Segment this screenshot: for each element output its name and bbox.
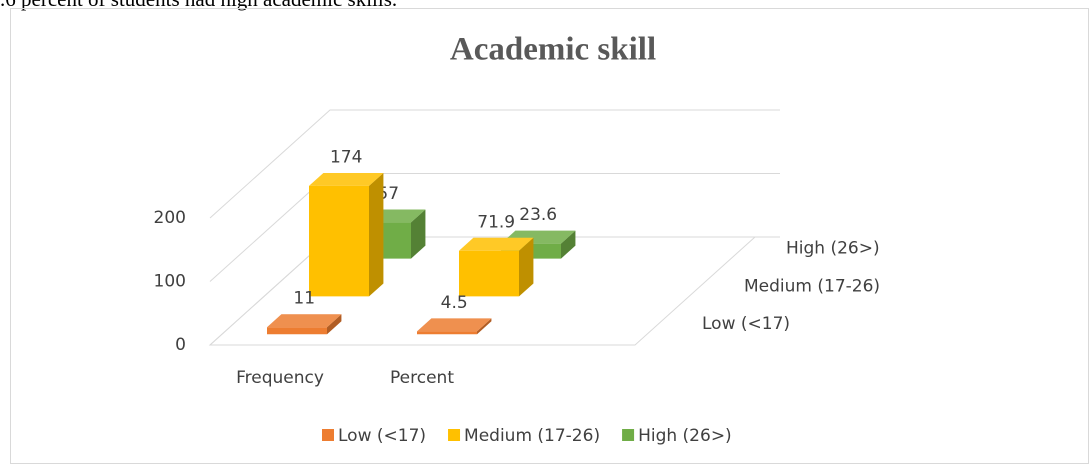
bar (417, 318, 492, 335)
bar-front (309, 185, 369, 297)
y-tick-label: 200 (154, 208, 186, 228)
y-tick-label: 100 (154, 272, 186, 292)
bar-top (309, 172, 384, 186)
legend-swatch (622, 429, 635, 441)
bar (309, 172, 384, 297)
bar-side-shade (519, 237, 534, 297)
legend-label: Low (<17) (338, 426, 426, 446)
bar-top-shade (417, 318, 492, 332)
data-label: 4.5 (441, 293, 468, 313)
bar-side (519, 237, 534, 297)
depth-label: Low (<17) (702, 314, 790, 334)
bar-top-shade (309, 172, 384, 186)
bar-top (459, 237, 534, 251)
legend-label: High (26>) (638, 426, 732, 446)
data-label: 23.6 (519, 205, 557, 225)
bar-side (369, 172, 384, 297)
legend-label: Medium (17-26) (464, 426, 600, 446)
depth-label: High (26>) (786, 239, 880, 259)
bar-side (411, 209, 426, 259)
bar-front (267, 327, 327, 335)
bar-front (459, 250, 519, 297)
body-text: .6 percent of students had high academic… (0, 0, 397, 12)
y-tick-label: 0 (175, 335, 186, 355)
data-label: 174 (330, 147, 362, 167)
bar-side (477, 318, 492, 335)
bar-side-shade (411, 209, 426, 259)
bar (267, 314, 342, 335)
bar-top (417, 318, 492, 332)
bar-side-shade (369, 172, 384, 297)
grid-line (209, 109, 780, 219)
bar-side-shade (327, 314, 342, 335)
x-tick-label: Percent (390, 368, 454, 388)
bar (459, 237, 534, 297)
depth-label: Medium (17-26) (744, 276, 880, 296)
x-tick-label: Frequency (236, 368, 324, 388)
bar-top-shade (267, 314, 342, 328)
bar-top-shade (459, 237, 534, 251)
chart-title: Academic skill (450, 32, 656, 68)
legend-swatch (322, 429, 334, 441)
bar-front (417, 331, 477, 335)
bar-top (267, 314, 342, 328)
bar-side (561, 230, 576, 259)
bar-side-shade (477, 318, 492, 335)
legend-swatch (448, 429, 461, 441)
data-label: 11 (293, 289, 315, 309)
data-label: 71.9 (477, 212, 515, 232)
bar-side (327, 314, 342, 335)
bar-side-shade (561, 230, 576, 259)
